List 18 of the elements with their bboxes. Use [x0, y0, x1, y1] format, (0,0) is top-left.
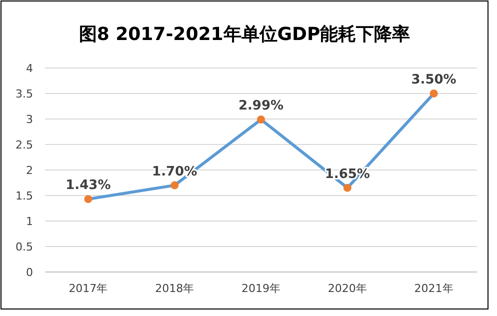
y-tick-label: 0.5 [16, 240, 33, 254]
data-label: 2.99% [238, 98, 284, 114]
y-tick-label: 3.5 [16, 87, 33, 100]
y-tick-label: 3 [26, 112, 33, 126]
y-tick-label: 2 [26, 164, 33, 177]
x-tick-label: 2018年 [155, 282, 194, 295]
x-tick-label: 2021年 [414, 282, 454, 295]
data-label: 1.43% [66, 178, 111, 194]
y-tick-label: 1 [26, 214, 33, 228]
x-tick-label: 2020年 [328, 282, 367, 295]
x-tick-label: 2017年 [68, 282, 108, 295]
y-tick-label: 0 [26, 266, 33, 279]
y-tick-label: 4 [26, 62, 33, 75]
y-tick-label: 1.5 [16, 189, 33, 202]
chart-title: 图8 2017-2021年单位GDP能耗下降率 [78, 24, 410, 45]
y-tick-label: 2.5 [16, 138, 33, 152]
x-tick-label: 2019年 [242, 282, 280, 295]
data-label: 3.50% [411, 72, 456, 88]
